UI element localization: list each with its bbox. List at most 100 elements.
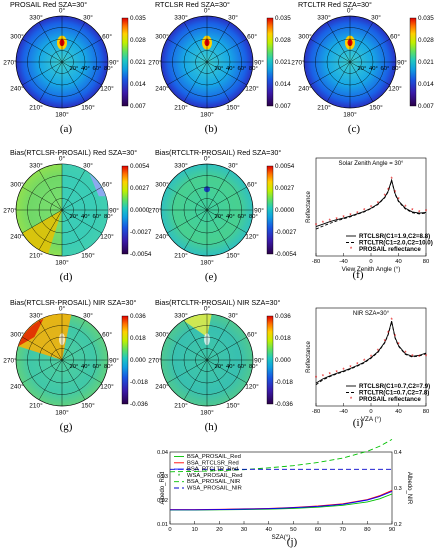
azimuth-label: 30° [228,311,238,319]
x-tick-label: -40 [339,259,347,265]
colorbar [121,315,129,405]
x-tick-label: 40 [395,409,401,415]
polar-spoke [206,209,231,250]
legend-label: WSA_PROSAIL_Red [187,473,242,479]
azimuth-label: 120° [245,85,259,93]
azimuth-label: 300° [298,33,312,41]
azimuth-label: 210° [174,252,188,260]
polar-panel-a: PROSAIL Red SZA=30°0° 30° 60° 90° 120° 150° 18… [3,0,146,135]
zenith-label: 40° [81,66,90,72]
colorbar-tick-label: 0.0027 [130,185,150,192]
colorbar [266,315,274,405]
zenith-label: 20° [358,66,367,72]
azimuth-label: 0° [204,155,211,163]
zenith-label: 80° [104,214,113,220]
azimuth-label: 30° [371,13,381,21]
azimuth-label: 150° [369,104,383,112]
panel-label: (i) [353,417,364,429]
x-tick-label: -80 [312,409,320,415]
colorbar-tick-label: 0.000 [130,357,146,364]
legend-label: RTCLTR(C1=0.7,C2=7.8) [359,390,429,397]
data-point: * [425,354,428,360]
azimuth-label: 0° [204,305,211,313]
azimuth-label: 30° [83,311,93,319]
polar-spoke [38,359,63,400]
polar-spoke [206,209,247,234]
zenith-label: 80° [249,364,258,370]
colorbar-tick-label: -0.0054 [275,251,297,258]
data-point: * [387,331,390,337]
polar-spoke [349,38,390,63]
polar-spoke [167,336,208,361]
azimuth-label: 90° [109,207,119,215]
azimuth-label: 210° [174,104,188,112]
x-tick-label: 0 [168,527,171,533]
legend: BSA_PROSAIL_RedBSA_RTCLSR_RedBSA_RTCLTR_… [174,454,242,492]
x-tick-label: 50 [290,527,296,533]
azimuth-label: 300° [155,181,169,189]
data-point: * [377,201,380,207]
zenith-label: 80° [104,66,113,72]
legend-swatch: * [350,247,353,253]
data-point: * [342,216,345,222]
azimuth-label: 60° [390,33,400,41]
azimuth-label: 180° [343,111,357,119]
y-tick-label: 0.02 [157,498,168,504]
legend-label: BSA_RTCLSR_Red [187,460,239,466]
polar-spoke [38,61,63,102]
azimuth-label: 60° [247,331,257,339]
polar-spoke [61,61,102,86]
azimuth-label: 120° [245,383,259,391]
colorbar-tick-label: -0.036 [275,401,293,408]
polar-spoke [38,170,63,211]
data-point: * [370,355,373,361]
azimuth-label: 300° [155,33,169,41]
data-point: * [349,365,352,371]
azimuth-label: 210° [317,104,331,112]
polar-spoke [167,186,208,211]
y-axis-label: Reflectance [306,190,312,222]
polar-spoke [183,209,208,250]
data-point: * [356,363,359,369]
azimuth-label: 240° [155,233,169,241]
data-point: * [418,210,421,216]
zenith-label: 80° [392,66,401,72]
colorbar-tick-label: -0.0054 [130,251,152,258]
azimuth-label: 300° [155,331,169,339]
x-axis-label: SZA(°) [272,533,291,541]
colorbar-tick-label: 0.0027 [275,185,295,192]
azimuth-label: 300° [10,331,24,339]
colorbar-tick-label: 0.0000 [130,207,150,214]
polar-spoke [206,22,231,63]
colorbar-tick-label: -0.018 [275,379,293,386]
x-axis-label: VZA (°) [361,415,381,423]
polar-spoke [38,22,63,63]
bias-region-north [184,314,212,337]
azimuth-label: 120° [100,85,114,93]
polar-spoke [206,359,247,384]
polar-spoke [61,170,86,211]
polar-spoke [206,320,231,361]
polar-spoke [183,170,208,211]
data-point: * [322,221,325,227]
polar-spoke [206,170,231,211]
colorbar-tick-label: 0.021 [130,59,146,66]
polar-spoke [61,320,86,361]
colorbar-tick-label: 0.007 [418,103,434,110]
colorbar-tick-label: 0.0054 [275,163,295,170]
azimuth-label: 150° [81,252,95,260]
legend-swatch: * [178,474,181,480]
colorbar-tick-label: 0.007 [130,103,146,110]
colorbar-tick-label: 0.014 [418,81,434,88]
data-point: * [411,209,414,215]
series-line [315,178,427,230]
azimuth-label: 90° [254,357,264,365]
data-point: * [377,349,380,355]
polar-panel-h: Bias(RTCLTR-PROSAIL) NIR SZA=30°0° 30° 60°… [148,298,293,433]
azimuth-label: 210° [29,104,43,112]
polar-spoke [22,209,63,234]
azimuth-label: 180° [200,259,214,267]
azimuth-label: 210° [29,402,43,410]
line-chart-i: NIR SZA=30° -80 -40 0 40 80 VZA (°) Reflectance… [306,307,430,429]
